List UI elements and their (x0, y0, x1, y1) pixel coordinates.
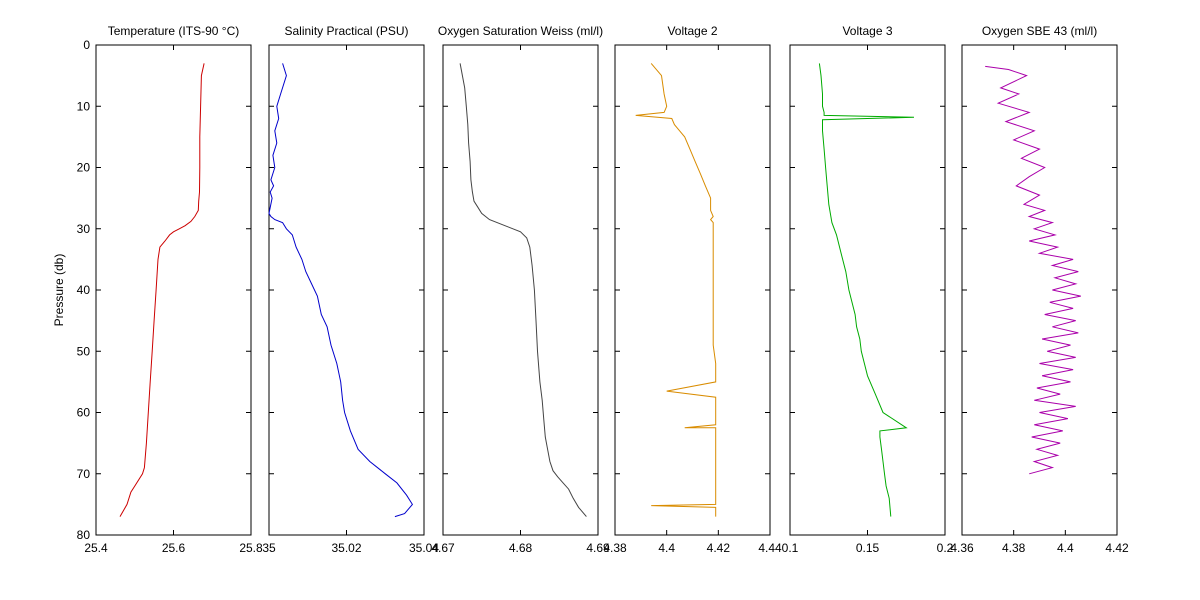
x-tick-label: 4.42 (707, 541, 731, 555)
series-line (119, 63, 205, 517)
x-tick-label: 4.67 (431, 541, 455, 555)
series-line (985, 65, 1081, 475)
y-axis-label: Pressure (db) (52, 254, 66, 327)
y-tick-label: 80 (77, 528, 91, 542)
y-tick-label: 10 (77, 99, 91, 113)
panel-title: Voltage 2 (667, 24, 717, 38)
panel-1: Temperature (ITS-90 °C) 25.4 25.6 25.8 0 10 20… (77, 24, 263, 555)
y-tick-label: 40 (77, 283, 91, 297)
series-line (635, 63, 717, 517)
axes-frame (614, 44, 771, 536)
x-tick-label: 4.38 (1002, 541, 1026, 555)
panel-title: Voltage 3 (842, 24, 892, 38)
panel-2: Salinity Practical (PSU) 35 35.02 35.04 (262, 24, 439, 555)
y-tick-label: 0 (83, 38, 90, 52)
x-tick-label: 4.38 (603, 541, 627, 555)
x-tick-label: 4.36 (950, 541, 974, 555)
series-line (268, 63, 414, 518)
panel-title: Oxygen Saturation Weiss (ml/l) (438, 24, 603, 38)
panel-6: Oxygen SBE 43 (ml/l) 4.36 4.38 4.4 4.42 (950, 24, 1129, 555)
x-tick-label: 25.8 (239, 541, 263, 555)
y-tick-label: 20 (77, 161, 91, 175)
x-tick-label: 4.4 (658, 541, 675, 555)
x-tick-label: 4.4 (1057, 541, 1074, 555)
axes-frame (95, 44, 252, 536)
x-tick-label: 35.02 (331, 541, 361, 555)
x-tick-label: 0.1 (782, 541, 799, 555)
panel-title: Oxygen SBE 43 (ml/l) (982, 24, 1097, 38)
series-line (459, 63, 587, 517)
x-tick-label: 4.68 (509, 541, 533, 555)
axes-frame (268, 44, 425, 536)
panel-3: Oxygen Saturation Weiss (ml/l) 4.67 4.68 4.… (431, 24, 610, 555)
axes-frame (442, 44, 599, 536)
axes-frame (789, 44, 946, 536)
x-tick-label: 0.2 (937, 541, 954, 555)
x-tick-label: 35 (262, 541, 276, 555)
series-line (818, 63, 915, 517)
x-tick-label: 0.15 (856, 541, 880, 555)
x-tick-label: 25.4 (84, 541, 108, 555)
y-tick-label: 30 (77, 222, 91, 236)
x-tick-label: 35.04 (409, 541, 439, 555)
x-tick-label: 4.44 (758, 541, 782, 555)
x-tick-label: 25.6 (162, 541, 186, 555)
x-tick-label: 4.42 (1105, 541, 1129, 555)
panel-title: Salinity Practical (PSU) (284, 24, 408, 38)
y-tick-label: 60 (77, 406, 91, 420)
panel-5: Voltage 3 0.1 0.15 0.2 (782, 24, 954, 555)
axes-frame (961, 44, 1118, 536)
y-tick-label: 50 (77, 344, 91, 358)
panel-title: Temperature (ITS-90 °C) (108, 24, 240, 38)
x-tick-label: 4.69 (586, 541, 610, 555)
y-tick-label: 70 (77, 467, 91, 481)
panel-4: Voltage 2 4.38 4.4 4.42 4.44 (603, 24, 782, 555)
